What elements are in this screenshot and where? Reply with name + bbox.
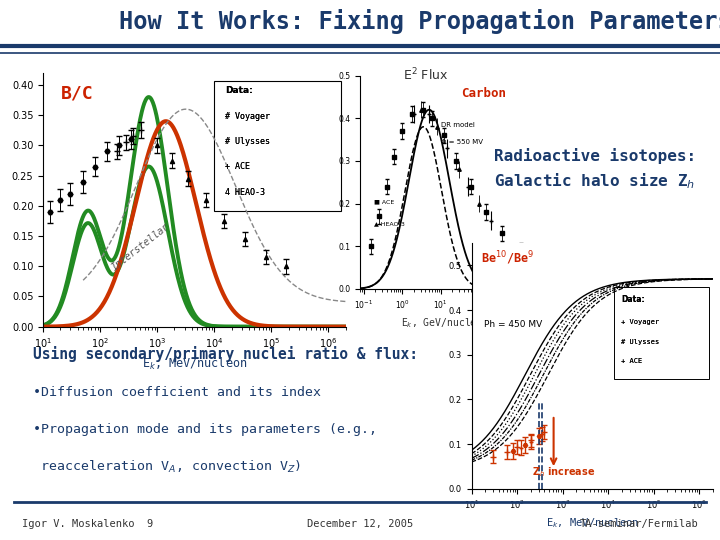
Text: E$^2$ Flux: E$^2$ Flux <box>403 67 449 84</box>
Text: •Propagation mode and its parameters (e.g.,: •Propagation mode and its parameters (e.… <box>33 423 377 436</box>
X-axis label: E$_k$, MeV/nucleon: E$_k$, MeV/nucleon <box>142 356 247 372</box>
Text: Radioactive isotopes:
Galactic halo size Z$_h$: Radioactive isotopes: Galactic halo size… <box>495 148 696 191</box>
Text: B/C: B/C <box>61 84 94 102</box>
Text: Be$^{10}$/Be$^9$: Be$^{10}$/Be$^9$ <box>481 249 534 267</box>
Text: # Ulysses: # Ulysses <box>621 339 660 345</box>
Text: + Voyager: + Voyager <box>621 319 660 325</box>
Text: December 12, 2005: December 12, 2005 <box>307 519 413 529</box>
Text: # Ulysses: # Ulysses <box>621 339 660 345</box>
FancyBboxPatch shape <box>214 80 341 211</box>
Text: + Voyager: + Voyager <box>621 319 660 325</box>
Text: Igor V. Moskalenko  9: Igor V. Moskalenko 9 <box>22 519 153 529</box>
Text: 4 HEAO-3: 4 HEAO-3 <box>225 188 265 197</box>
X-axis label: E$_k$, GeV/nucleon: E$_k$, GeV/nucleon <box>401 316 488 330</box>
Text: # Voyager: # Voyager <box>225 112 269 120</box>
Text: # Ulysses: # Ulysses <box>225 137 269 146</box>
Text: + ACE: + ACE <box>621 359 642 364</box>
Text: + ACE: + ACE <box>621 359 642 364</box>
Text: # Ulysses: # Ulysses <box>225 137 269 146</box>
Text: ■ ACE: ■ ACE <box>374 200 394 205</box>
Text: DR model: DR model <box>441 122 475 128</box>
FancyBboxPatch shape <box>614 287 709 380</box>
Text: Data:: Data: <box>621 295 645 304</box>
Text: Interstellar: Interstellar <box>109 221 171 273</box>
Text: # Voyager: # Voyager <box>225 112 269 120</box>
Text: ▲ HEAO-3: ▲ HEAO-3 <box>374 221 405 226</box>
X-axis label: E$_k$, MeV/nucleon: E$_k$, MeV/nucleon <box>546 516 639 530</box>
Text: Using secondary/primary nuclei ratio & flux:: Using secondary/primary nuclei ratio & f… <box>33 346 418 362</box>
Text: TA-seminar/Fermilab: TA-seminar/Fermilab <box>580 519 698 529</box>
Text: How It Works: Fixing Propagation Parameters: How It Works: Fixing Propagation Paramet… <box>119 9 720 34</box>
Text: Z$_h$ increase: Z$_h$ increase <box>532 465 595 479</box>
Text: Data:: Data: <box>621 295 645 304</box>
Text: •Diffusion coefficient and its index: •Diffusion coefficient and its index <box>33 386 321 399</box>
Text: Ph = 450 MV: Ph = 450 MV <box>484 320 542 328</box>
Text: + ACE: + ACE <box>225 163 250 171</box>
Text: Data:: Data: <box>225 86 253 95</box>
Text: + ACE: + ACE <box>225 163 250 171</box>
Text: 4 HEAO-3: 4 HEAO-3 <box>225 188 265 197</box>
Text: Φ = 550 MV: Φ = 550 MV <box>441 139 483 145</box>
Text: reacceleration V$_A$, convection V$_Z$): reacceleration V$_A$, convection V$_Z$) <box>33 459 302 475</box>
Text: Data:: Data: <box>225 86 253 95</box>
Text: Carbon: Carbon <box>462 87 507 100</box>
